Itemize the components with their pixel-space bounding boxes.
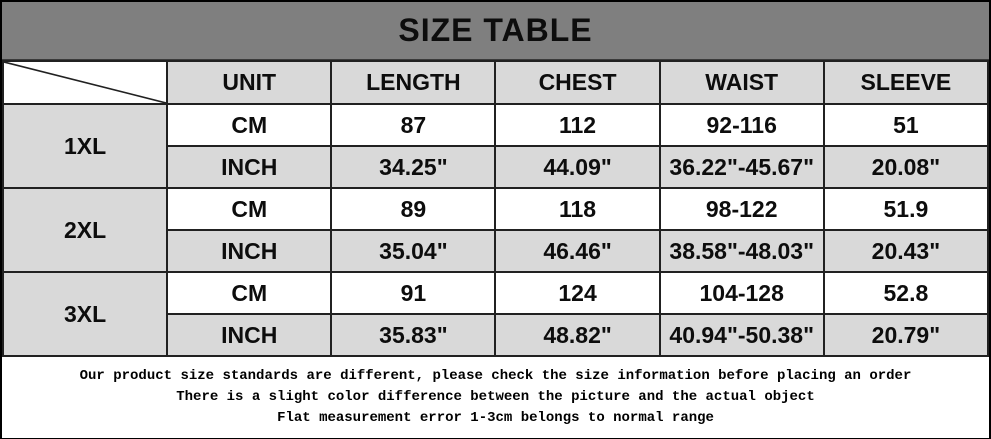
footer-line: Flat measurement error 1-3cm belongs to … xyxy=(277,410,714,426)
unit-cell: CM xyxy=(166,103,333,147)
table-cell: 91 xyxy=(330,271,497,315)
table-row: 3XL CM 91 124 104-128 52.8 xyxy=(1,271,990,357)
table-row: 1XL CM 87 112 92-116 51 xyxy=(1,103,990,189)
size-table-title: SIZE TABLE xyxy=(2,2,989,60)
footer-line: Our product size standards are different… xyxy=(79,368,912,384)
table-cell: 20.43" xyxy=(822,229,990,273)
table-row: INCH 35.04" 46.46" 38.58"-48.03" 20.43" xyxy=(3,229,990,273)
column-header-sleeve: SLEEVE xyxy=(822,60,990,105)
table-row: 2XL CM 89 118 98-122 51.9 xyxy=(1,187,990,273)
column-header-unit: UNIT xyxy=(166,60,333,105)
footer-note: Our product size standards are different… xyxy=(2,357,989,438)
table-row: INCH 34.25" 44.09" 36.22"-45.67" 20.08" xyxy=(3,145,990,189)
footer-line: There is a slight color difference betwe… xyxy=(176,389,815,405)
diagonal-divider-icon xyxy=(4,62,166,103)
table-cell: 112 xyxy=(494,103,661,147)
size-label-2xl: 2XL xyxy=(1,187,169,273)
size-label-1xl: 1XL xyxy=(1,103,169,189)
table-cell: 52.8 xyxy=(822,271,990,315)
column-header-length: LENGTH xyxy=(330,60,497,105)
table-cell: 34.25" xyxy=(330,145,497,189)
size-label-3xl: 3XL xyxy=(1,271,169,357)
table-cell: 51 xyxy=(822,103,990,147)
unit-cell: CM xyxy=(166,187,333,231)
table-cell: 124 xyxy=(494,271,661,315)
table-cell: 40.94"-50.38" xyxy=(658,313,825,357)
unit-cell: CM xyxy=(166,271,333,315)
size-table: UNIT LENGTH CHEST WAIST SLEEVE 1XL CM 87… xyxy=(1,60,990,357)
unit-cell: INCH xyxy=(166,313,333,357)
table-cell: 48.82" xyxy=(494,313,661,357)
column-header-waist: WAIST xyxy=(658,60,825,105)
table-cell: 36.22"-45.67" xyxy=(658,145,825,189)
table-cell: 98-122 xyxy=(658,187,825,231)
table-cell: 44.09" xyxy=(494,145,661,189)
table-cell: 35.83" xyxy=(330,313,497,357)
unit-cell: INCH xyxy=(166,229,333,273)
table-cell: 46.46" xyxy=(494,229,661,273)
table-cell: 38.58"-48.03" xyxy=(658,229,825,273)
header-row: UNIT LENGTH CHEST WAIST SLEEVE xyxy=(1,60,990,105)
table-cell: 92-116 xyxy=(658,103,825,147)
table-row: INCH 35.83" 48.82" 40.94"-50.38" 20.79" xyxy=(3,313,990,357)
table-cell: 51.9 xyxy=(822,187,990,231)
table-cell: 35.04" xyxy=(330,229,497,273)
table-cell: 87 xyxy=(330,103,497,147)
table-cell: 20.08" xyxy=(822,145,990,189)
table-cell: 118 xyxy=(494,187,661,231)
column-header-chest: CHEST xyxy=(494,60,661,105)
table-cell: 89 xyxy=(330,187,497,231)
table-cell: 20.79" xyxy=(822,313,990,357)
corner-cell xyxy=(1,60,169,105)
unit-cell: INCH xyxy=(166,145,333,189)
table-cell: 104-128 xyxy=(658,271,825,315)
